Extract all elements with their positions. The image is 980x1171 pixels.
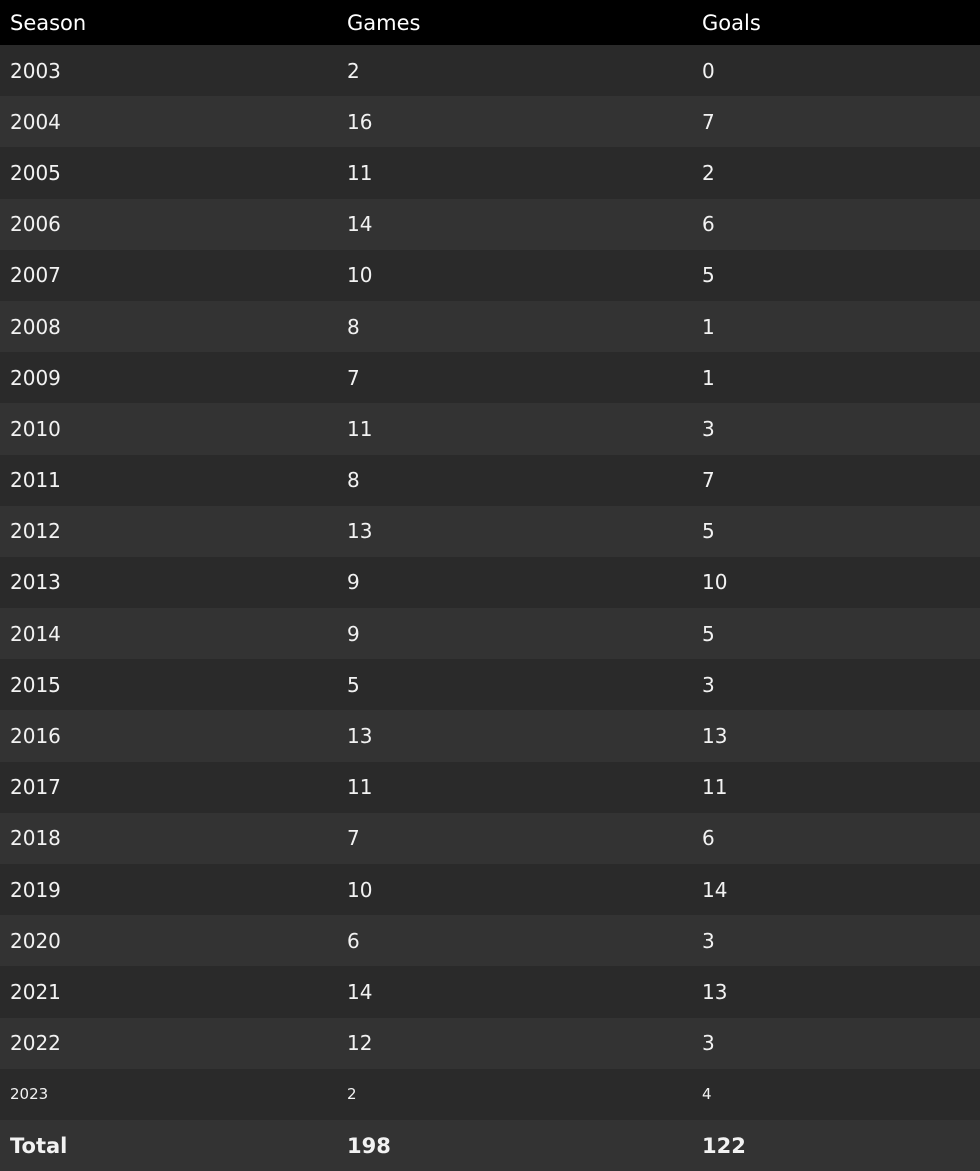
table-row: 2005 11 2 [0, 147, 980, 199]
goals-cell: 3 [702, 672, 715, 697]
table-row: 2004 16 7 [0, 96, 980, 148]
table-row: 2022 12 3 [0, 1017, 980, 1069]
season-cell: 2017 [10, 775, 61, 800]
table-row: 2010 11 3 [0, 403, 980, 455]
goals-cell: 7 [702, 109, 715, 134]
games-cell: 7 [347, 365, 360, 390]
season-cell: 2020 [10, 928, 61, 953]
games-cell: 10 [347, 263, 373, 288]
season-cell: 2019 [10, 877, 61, 902]
games-cell: 6 [347, 928, 360, 953]
season-cell: 2016 [10, 724, 61, 749]
season-cell: 2010 [10, 416, 61, 441]
total-goals: 122 [702, 1133, 746, 1158]
games-cell: 5 [347, 672, 360, 697]
total-row: Total 198 122 [0, 1119, 980, 1171]
season-cell: 2022 [10, 1031, 61, 1056]
goals-cell: 5 [702, 263, 715, 288]
games-cell: 13 [347, 519, 373, 544]
table-row: 2021 14 13 [0, 966, 980, 1018]
season-cell: 2007 [10, 263, 61, 288]
goals-cell: 2 [702, 160, 715, 185]
goals-cell: 4 [702, 1085, 712, 1104]
goals-cell: 13 [702, 979, 728, 1004]
season-cell: 2023 [10, 1085, 49, 1104]
season-cell: 2009 [10, 365, 61, 390]
header-goals: Goals [692, 0, 980, 45]
table-row: 2008 8 1 [0, 300, 980, 353]
table-row: 2013 9 10 [0, 556, 980, 609]
table-row: 2020 6 3 [0, 915, 980, 967]
goals-cell: 5 [702, 621, 715, 646]
goals-cell: 1 [702, 365, 715, 390]
goals-cell: 11 [702, 775, 728, 800]
goals-cell: 1 [702, 314, 715, 339]
goals-cell: 7 [702, 468, 715, 493]
table-row: 2018 7 6 [0, 812, 980, 864]
header-season: Season [0, 0, 337, 45]
goals-cell: 3 [702, 928, 715, 953]
goals-cell: 6 [702, 212, 715, 237]
games-cell: 14 [347, 979, 373, 1004]
games-cell: 16 [347, 109, 373, 134]
total-label: Total [10, 1133, 68, 1158]
games-cell: 9 [347, 621, 360, 646]
games-cell: 2 [347, 1085, 357, 1104]
season-cell: 2006 [10, 212, 61, 237]
table-row: 2012 13 5 [0, 505, 980, 557]
table-row: 2007 10 5 [0, 249, 980, 301]
header-row: Season Games Goals [0, 0, 980, 45]
season-cell: 2015 [10, 672, 61, 697]
games-cell: 11 [347, 775, 373, 800]
season-cell: 2013 [10, 570, 61, 595]
total-games: 198 [347, 1133, 391, 1158]
season-cell: 2008 [10, 314, 61, 339]
season-cell: 2018 [10, 826, 61, 851]
table-row: 2009 7 1 [0, 352, 980, 404]
goals-cell: 6 [702, 826, 715, 851]
season-cell: 2005 [10, 160, 61, 185]
table-row: 2023 2 4 [0, 1068, 980, 1120]
goals-cell: 3 [702, 416, 715, 441]
games-cell: 12 [347, 1031, 373, 1056]
header-games: Games [337, 0, 692, 45]
table-row: 2003 2 0 [0, 45, 980, 97]
season-cell: 2011 [10, 468, 61, 493]
games-cell: 8 [347, 314, 360, 339]
games-cell: 10 [347, 877, 373, 902]
games-cell: 8 [347, 468, 360, 493]
season-cell: 2014 [10, 621, 61, 646]
table-row: 2006 14 6 [0, 198, 980, 250]
table-row: 2017 11 11 [0, 761, 980, 813]
goals-cell: 5 [702, 519, 715, 544]
goals-cell: 13 [702, 724, 728, 749]
goals-cell: 10 [702, 570, 728, 595]
games-cell: 7 [347, 826, 360, 851]
table-row: 2015 5 3 [0, 659, 980, 711]
games-cell: 14 [347, 212, 373, 237]
table-row: 2019 10 14 [0, 864, 980, 916]
games-cell: 13 [347, 724, 373, 749]
season-cell: 2003 [10, 58, 61, 83]
goals-cell: 3 [702, 1031, 715, 1056]
table-row: 2014 9 5 [0, 608, 980, 660]
goals-cell: 14 [702, 877, 728, 902]
season-cell: 2012 [10, 519, 61, 544]
season-cell: 2004 [10, 109, 61, 134]
games-cell: 2 [347, 58, 360, 83]
season-cell: 2021 [10, 979, 61, 1004]
table-row: 2016 13 13 [0, 710, 980, 762]
games-cell: 11 [347, 416, 373, 441]
goals-cell: 0 [702, 58, 715, 83]
table-row: 2011 8 7 [0, 454, 980, 506]
games-cell: 9 [347, 570, 360, 595]
games-cell: 11 [347, 160, 373, 185]
